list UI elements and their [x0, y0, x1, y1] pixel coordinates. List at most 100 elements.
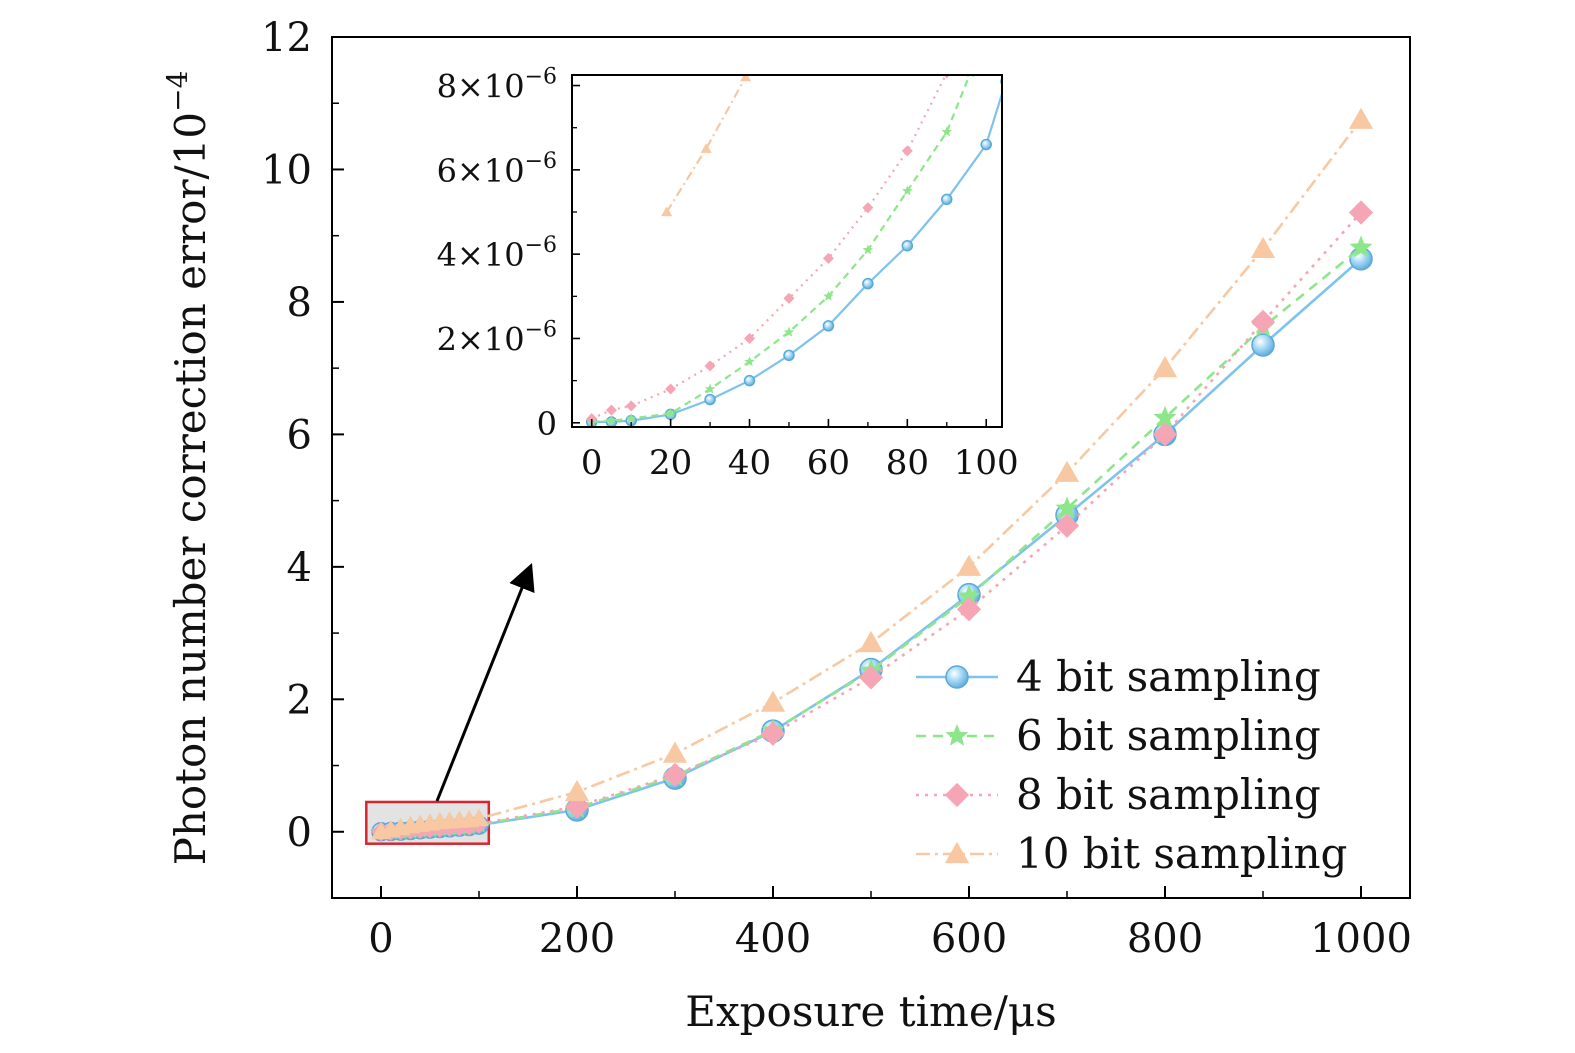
x-tick-label: 800: [1127, 916, 1203, 962]
inset-y-tick-base: ×10: [457, 320, 525, 358]
inset-series-line-s10: [665, 75, 749, 213]
data-point: [564, 779, 590, 802]
inset-data-point: [605, 404, 617, 416]
legend-marker: [944, 841, 970, 864]
data-point: [564, 794, 590, 819]
inset-data-point: [586, 413, 598, 425]
inset-y-tick-base: ×10: [457, 236, 525, 274]
inset-y-tick-exponent: −6: [525, 65, 557, 90]
data-point: [469, 808, 489, 826]
data-point: [1349, 235, 1373, 258]
y-tick-label: 10: [261, 147, 312, 193]
inset-y-tick-mantissa: 8: [437, 68, 457, 106]
inset-series-s6: [586, 75, 974, 427]
inset-data-point: [665, 408, 676, 418]
inset-series-line-s8: [591, 75, 947, 420]
inset-data-point: [862, 244, 874, 255]
inset-data-point: [941, 193, 953, 206]
inset-data-point: [700, 143, 712, 153]
inset-y-tick-exponent: −6: [525, 317, 557, 342]
inset-data-point: [665, 383, 677, 395]
inset-data-point: [625, 400, 637, 412]
data-point: [662, 741, 688, 763]
y-tick-label: 12: [261, 15, 312, 61]
legend-label: 8 bit sampling: [1016, 770, 1321, 819]
inset-data-point: [783, 326, 795, 337]
y-tick-label: 8: [287, 280, 312, 326]
inset-data-point: [740, 75, 752, 82]
data-point: [957, 584, 981, 607]
inset-y-tick-label: 4×10−6: [437, 233, 557, 274]
series-s10: [371, 107, 1374, 840]
inset-frame: [571, 74, 1003, 428]
legend-marker: [945, 723, 969, 746]
inset-series-line-s6: [591, 75, 971, 423]
data-point: [1250, 236, 1276, 259]
y-axis-title-base: Photon number correction error/10: [166, 112, 215, 866]
data-point: [1152, 356, 1178, 378]
inset-y-tick-mantissa: 2: [437, 320, 457, 358]
inset-data-point: [704, 393, 716, 406]
data-point: [1153, 405, 1177, 428]
y-tick-label: 6: [287, 412, 312, 458]
inset-y-tick-label: 2×10−6: [437, 317, 557, 358]
inset-data-point: [744, 332, 756, 344]
legend-marker: [945, 665, 969, 689]
x-tick-label: 600: [931, 916, 1007, 962]
inset-y-tick-mantissa: 4: [437, 236, 457, 274]
inset-data-point: [823, 290, 834, 301]
inset-x-tick-label: 100: [954, 443, 1019, 483]
inset-background: [572, 75, 1002, 427]
legend-label: 4 bit sampling: [1016, 652, 1321, 701]
inset-y-tick-exponent: −6: [525, 233, 557, 258]
inset-x-tick-label: 60: [807, 443, 850, 483]
inset-series: [585, 75, 1002, 427]
y-axis-title-exponent: −4: [161, 71, 194, 112]
inset-data-point: [901, 145, 913, 157]
inset-data-point: [901, 239, 914, 252]
data-point: [1055, 496, 1079, 519]
inset-data-point: [625, 413, 637, 423]
data-point: [956, 554, 982, 576]
inset-data-point: [862, 277, 874, 290]
data-point: [760, 690, 786, 712]
data-point: [1054, 513, 1080, 538]
x-tick-label: 400: [735, 916, 811, 962]
legend-item-s4: 4 bit sampling: [916, 652, 1321, 701]
inset-y-tick-mantissa: 6: [437, 152, 457, 190]
inset-y-tick-exponent: −6: [525, 149, 557, 174]
inset-series-s10: [661, 75, 752, 217]
inset-data-point: [862, 202, 874, 214]
inset-data-point: [902, 185, 913, 196]
data-point: [858, 665, 884, 690]
data-point: [760, 721, 786, 746]
inset-data-point: [606, 415, 617, 426]
inset-x-tick-label: 40: [728, 443, 771, 483]
inset-data-point: [744, 356, 755, 367]
legend-label: 10 bit sampling: [1016, 829, 1347, 878]
y-axis-title: Photon number correction error/10−4: [161, 71, 215, 866]
legend-item-s8: 8 bit sampling: [916, 770, 1321, 819]
legend-item-s10: 10 bit sampling: [916, 829, 1347, 878]
inset-data-point: [743, 374, 756, 387]
inset-data-point: [822, 252, 834, 264]
legend-item-s6: 6 bit sampling: [916, 711, 1321, 760]
x-tick-label: 0: [368, 916, 393, 962]
legend: 4 bit sampling 6 bit sampling 8 bit sampli…: [916, 652, 1347, 878]
inset-x-tick-label: 20: [649, 443, 692, 483]
inset-data-point: [783, 292, 795, 304]
data-point: [956, 597, 982, 622]
y-tick-label: 2: [287, 677, 312, 723]
data-point: [1348, 200, 1374, 225]
legend-marker: [944, 782, 970, 808]
y-tick-label: 4: [287, 545, 312, 591]
inset-y-tick-base: ×10: [457, 68, 525, 106]
data-point: [1348, 107, 1374, 129]
y-tick-label: 0: [287, 810, 312, 856]
inset-data-point: [704, 383, 716, 394]
inset-y-tick-label: 6×10−6: [437, 149, 557, 190]
data-point: [1054, 460, 1080, 482]
